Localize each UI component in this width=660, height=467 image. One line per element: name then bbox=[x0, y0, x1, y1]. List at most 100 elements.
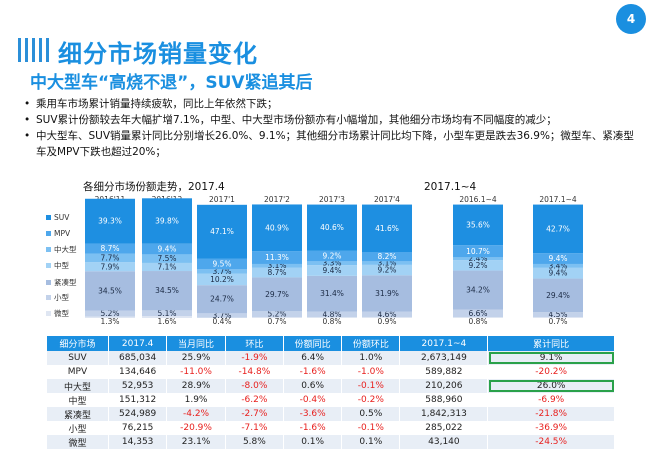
table-header-cell: 2017.4 bbox=[108, 336, 168, 351]
bar-segment bbox=[197, 269, 247, 274]
data-label: 9.4% bbox=[322, 266, 341, 275]
bullet-item: SUV累计份额较去年大幅扩增7.1%，中型、中大型市场份额亦有小幅增加，其他细分… bbox=[24, 112, 644, 128]
bar-segment bbox=[142, 316, 192, 318]
table-cell: 43,140 bbox=[399, 435, 489, 449]
data-label: 3.1% bbox=[377, 259, 396, 268]
legend-label: SUV bbox=[54, 213, 70, 222]
bar-segment bbox=[197, 313, 247, 318]
data-label: 5.2% bbox=[100, 309, 119, 318]
data-label: 9.4% bbox=[548, 254, 567, 263]
cumulative-chart-title: 2017.1~4 bbox=[424, 181, 477, 193]
data-label: 40.6% bbox=[320, 223, 344, 232]
bar-segment bbox=[362, 204, 412, 252]
legend-swatch bbox=[46, 263, 51, 268]
bar-segment bbox=[453, 204, 503, 246]
table-cell: 285,022 bbox=[399, 421, 489, 435]
bar-segment bbox=[533, 317, 583, 318]
bar-segment bbox=[197, 204, 247, 259]
table-cell: 5.8% bbox=[225, 435, 285, 449]
table-cell: 685,034 bbox=[108, 351, 168, 365]
table-cell: -14.8% bbox=[225, 365, 285, 379]
data-label: 29.4% bbox=[546, 291, 570, 300]
table-cell: -20.2% bbox=[487, 365, 615, 379]
table-cell: -1.9% bbox=[225, 351, 285, 365]
table-cell: -11.0% bbox=[166, 365, 226, 379]
bar-segment bbox=[197, 285, 247, 314]
bar-segment bbox=[362, 264, 412, 276]
table-cell: 1.0% bbox=[341, 351, 401, 365]
bullet-item: 中大型车、SUV销量累计同比分别增长26.0%、9.1%；其他细分市场累计同比均… bbox=[24, 128, 644, 160]
bar-segment bbox=[533, 312, 583, 318]
category-label: 2016.1~4 bbox=[459, 195, 497, 204]
bar-segment bbox=[142, 198, 192, 244]
bar-segment bbox=[362, 251, 412, 262]
data-label: 24.7% bbox=[210, 295, 234, 304]
bullet-list: 乘用车市场累计销量持续疲软，同比上年依然下跌； SUV累计份额较去年大幅扩增7.… bbox=[24, 96, 644, 160]
data-label: 42.7% bbox=[546, 224, 570, 233]
data-label: 7.1% bbox=[157, 262, 176, 271]
table-cell: -0.1% bbox=[341, 421, 401, 435]
data-label: 10.7% bbox=[466, 247, 490, 256]
table-header-cell: 份额同比 bbox=[283, 336, 343, 351]
bullet-item: 乘用车市场累计销量持续疲软，同比上年依然下跌； bbox=[24, 96, 644, 112]
bar-segment bbox=[453, 270, 503, 310]
category-label: 2017'4 bbox=[374, 195, 400, 204]
table-cell: -1.0% bbox=[341, 365, 401, 379]
bar-segment bbox=[362, 311, 412, 317]
legend-swatch bbox=[46, 215, 51, 220]
data-label: 34.2% bbox=[466, 286, 490, 295]
bar-segment bbox=[142, 262, 192, 272]
bar-segment bbox=[533, 253, 583, 264]
data-label: 9.2% bbox=[322, 252, 341, 261]
table-cell: 小型 bbox=[47, 421, 109, 435]
data-label: 34.5% bbox=[155, 286, 179, 295]
table-header-cell: 当月同比 bbox=[166, 336, 226, 351]
data-label: 10.2% bbox=[210, 275, 234, 284]
table-cell: -0.1% bbox=[341, 379, 401, 393]
bar-segment bbox=[252, 263, 302, 268]
table-cell: -20.9% bbox=[166, 421, 226, 435]
bar-segment bbox=[307, 317, 357, 318]
trend-chart-title: 各细分市场份额走势，2017.4 bbox=[83, 180, 225, 193]
table-cell: 14,353 bbox=[108, 435, 168, 449]
legend-label: MPV bbox=[54, 229, 71, 238]
table-cell: -36.9% bbox=[487, 421, 615, 435]
data-label: 39.3% bbox=[98, 217, 122, 226]
table-cell: -6.9% bbox=[487, 393, 615, 407]
data-label: 0.7% bbox=[267, 317, 286, 326]
data-label: 31.9% bbox=[375, 289, 399, 298]
table-cell: -2.7% bbox=[225, 407, 285, 421]
bar-segment bbox=[142, 254, 192, 263]
data-label: 9.4% bbox=[548, 269, 567, 278]
table-cell: 1,842,313 bbox=[399, 407, 489, 421]
data-label: 40.9% bbox=[265, 223, 289, 232]
table-cell: 134,646 bbox=[108, 365, 168, 379]
data-label: 7.5% bbox=[157, 254, 176, 263]
bar-segment bbox=[307, 275, 357, 312]
bar-segment bbox=[453, 309, 503, 318]
bar-segment bbox=[142, 243, 192, 255]
data-label: 2.4% bbox=[468, 254, 487, 263]
data-label: 41.6% bbox=[375, 224, 399, 233]
bar-segment bbox=[533, 263, 583, 268]
legend-label: 中型 bbox=[54, 260, 69, 270]
table-cell: 524,989 bbox=[108, 407, 168, 421]
data-label: 9.2% bbox=[468, 261, 487, 270]
bar-segment bbox=[307, 250, 357, 262]
data-label: 39.8% bbox=[155, 216, 179, 225]
table-cell: 588,960 bbox=[399, 393, 489, 407]
data-label: 0.4% bbox=[212, 317, 231, 326]
table-cell: 0.1% bbox=[283, 435, 343, 449]
table-row: MPV 134,646 -11.0% -14.8% -1.6% -1.0% 589,882-… bbox=[47, 365, 615, 379]
data-label: 34.5% bbox=[98, 286, 122, 295]
bar-segment bbox=[252, 317, 302, 318]
bar-segment bbox=[453, 257, 503, 261]
bar-segment bbox=[252, 277, 302, 312]
data-label: 3.1% bbox=[267, 261, 286, 270]
bar-segment bbox=[453, 317, 503, 318]
bar-segment bbox=[252, 267, 302, 278]
bar-segment bbox=[197, 273, 247, 286]
bar-segment bbox=[453, 245, 503, 258]
bar-segment bbox=[252, 251, 302, 264]
table-cell: -1.6% bbox=[283, 365, 343, 379]
